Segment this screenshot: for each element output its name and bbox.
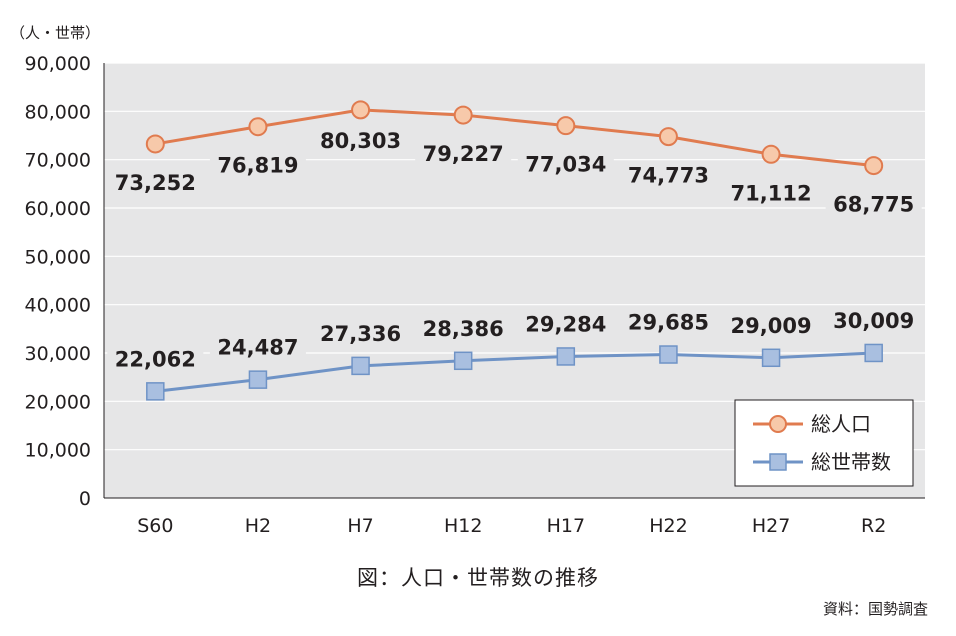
data-label-bg: [209, 150, 306, 179]
chart-caption: 図：人口・世帯数の推移: [357, 566, 599, 590]
data-label-bg: [723, 310, 820, 339]
households-data-label: 29,284: [525, 312, 606, 336]
households-data-label: 28,386: [423, 317, 504, 341]
population-point: [864, 156, 884, 176]
x-tick-label: H7: [347, 515, 373, 537]
households-point: [453, 351, 473, 371]
data-label-bg: [825, 189, 922, 218]
population-data-label: 80,303: [320, 129, 401, 153]
data-label-bg: [107, 344, 204, 373]
households-point: [351, 356, 370, 376]
population-data-label: 73,252: [115, 171, 196, 195]
data-label-bg: [312, 318, 409, 347]
legend-entry: 総世帯数: [811, 450, 891, 474]
line-chart: 0 10,000 20,000 30,000 40,000 50,000 60,000 70,…: [25, 53, 925, 537]
households-data-label: 24,487: [217, 336, 298, 360]
legend-entry: 総人口: [811, 412, 871, 436]
x-tick-label: H17: [547, 515, 585, 537]
x-tick-label: H22: [649, 515, 687, 537]
population-point: [761, 144, 781, 164]
series-line-population: [155, 108, 874, 168]
data-label-bg: [415, 139, 512, 168]
households-point: [864, 343, 883, 363]
y-tick-label: 30,000: [25, 343, 91, 365]
y-tick-label: 90,000: [25, 53, 91, 75]
population-data-label: 76,819: [217, 154, 298, 178]
households-data-label: 29,009: [731, 314, 812, 338]
population-data-label: 77,034: [525, 153, 606, 177]
data-label-bg: [620, 160, 717, 189]
data-label-bg: [415, 313, 512, 342]
x-tick-label: H12: [444, 515, 482, 537]
data-label-bg: [107, 167, 204, 196]
households-data-label: 22,062: [115, 347, 196, 371]
population-point: [556, 116, 576, 136]
legend-square-marker: [769, 453, 787, 471]
y-tick-label: 50,000: [25, 246, 91, 268]
source-note: 資料：国勢調査: [822, 600, 928, 618]
population-data-label: 71,112: [731, 181, 812, 205]
y-tick-label: 40,000: [25, 295, 91, 317]
households-point: [659, 345, 678, 364]
y-tick-label: 70,000: [25, 150, 91, 172]
x-tick-label: R2: [861, 515, 886, 537]
households-data-label: 29,685: [628, 311, 709, 335]
households-point: [761, 348, 781, 368]
population-data-label: 74,773: [628, 164, 709, 188]
y-tick-label: 10,000: [25, 440, 91, 462]
series-line-households: [155, 351, 874, 393]
y-tick-label: 80,000: [25, 101, 91, 123]
legend-circle-marker: [769, 415, 787, 433]
x-tick-label: H27: [752, 515, 790, 537]
legend-box: [734, 399, 914, 487]
households-data-label: 30,009: [833, 309, 914, 333]
data-label-bg: [517, 309, 614, 338]
population-data-label: 68,775: [833, 193, 914, 217]
population-data-label: 79,227: [423, 142, 504, 166]
population-point: [453, 105, 473, 125]
data-label-bg: [825, 305, 922, 334]
y-tick-label: 0: [79, 488, 91, 510]
data-label-bg: [620, 307, 717, 336]
x-tick-label: S60: [137, 515, 173, 537]
population-point: [351, 100, 371, 120]
households-point: [248, 370, 268, 389]
y-tick-label: 20,000: [25, 391, 91, 413]
x-tick-label: H2: [245, 515, 271, 537]
data-label-bg: [312, 125, 409, 154]
data-label-bg: [723, 178, 820, 207]
households-point: [146, 382, 165, 401]
y-axis-unit-label: （人・世帯）: [10, 24, 101, 42]
population-point: [145, 134, 165, 154]
households-point: [556, 347, 576, 366]
households-data-label: 27,336: [320, 322, 401, 346]
population-point: [658, 127, 678, 147]
y-tick-label: 60,000: [25, 198, 91, 220]
data-label-bg: [517, 149, 614, 178]
data-label-bg: [209, 332, 306, 361]
population-point: [248, 117, 268, 137]
